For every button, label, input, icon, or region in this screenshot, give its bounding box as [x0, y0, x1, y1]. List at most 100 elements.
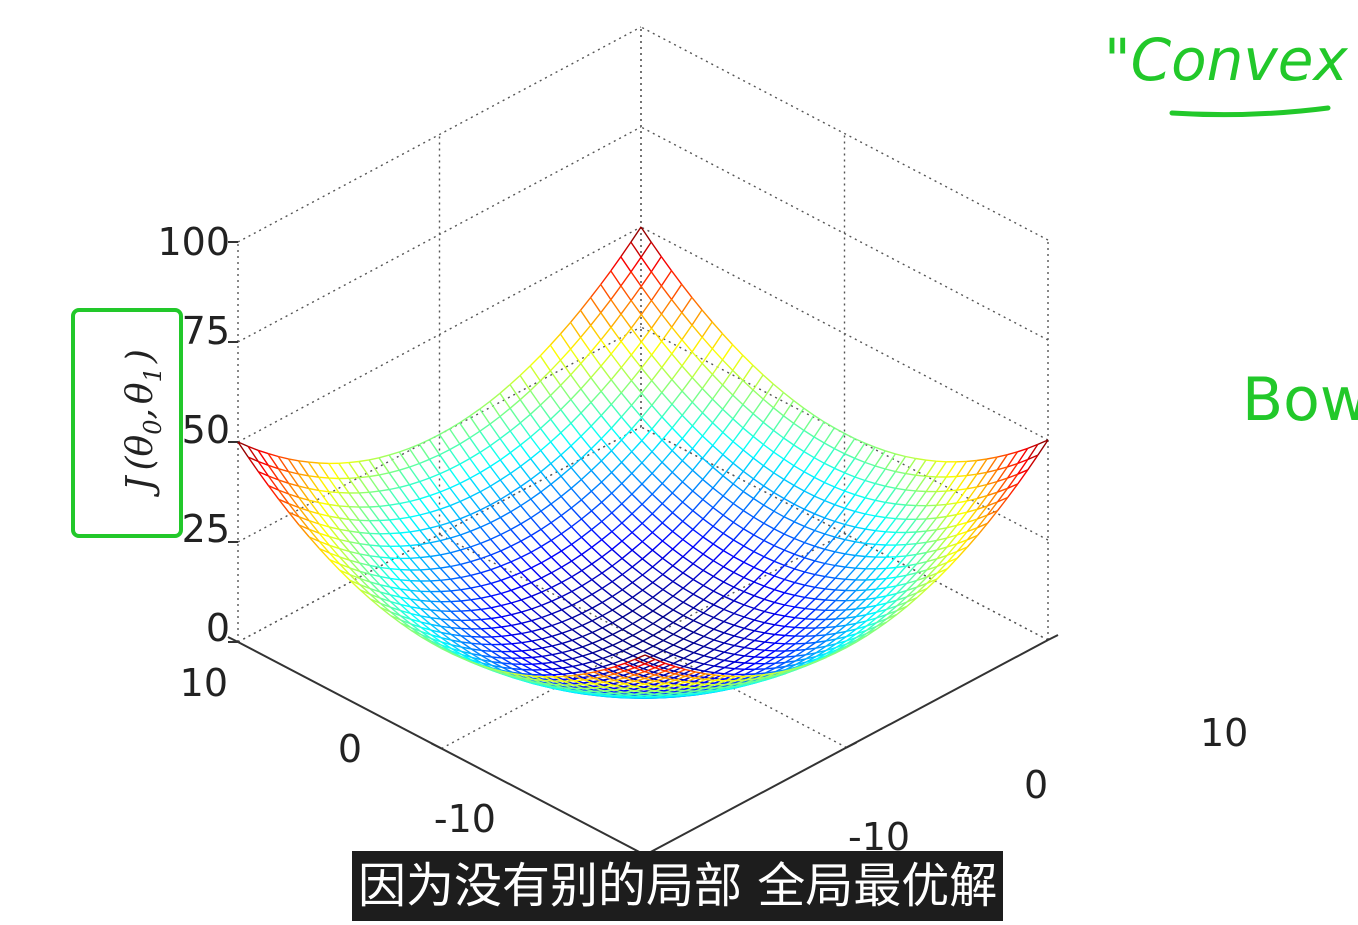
mesh-line: [1007, 462, 1018, 468]
mesh-line: [308, 528, 320, 534]
mesh-line: [784, 635, 796, 645]
mesh-line: [702, 478, 714, 489]
mesh-line: [359, 570, 371, 583]
mesh-line: [459, 443, 471, 459]
mesh-line: [318, 513, 330, 528]
mesh-line: [247, 446, 259, 462]
mesh-line: [896, 555, 907, 558]
mesh-line: [661, 503, 673, 514]
mesh-line: [674, 675, 686, 681]
mesh-line: [643, 671, 654, 677]
mesh-line: [368, 506, 380, 521]
mesh-line: [966, 473, 978, 490]
mesh-line: [683, 668, 695, 675]
mesh-line: [885, 516, 896, 520]
mesh-line: [490, 592, 502, 597]
mesh-line: [693, 676, 705, 683]
mesh-line: [631, 416, 643, 430]
mesh-line: [733, 637, 745, 647]
mesh-line: [541, 591, 553, 602]
mesh-line: [773, 516, 785, 530]
mesh-line: [702, 560, 714, 571]
mesh-line: [814, 513, 825, 519]
mesh-line: [916, 569, 927, 574]
mesh-line: [540, 539, 552, 548]
mesh-line: [470, 526, 481, 532]
mesh-line: [713, 666, 725, 674]
mesh-line: [572, 665, 583, 673]
mesh-line: [652, 623, 664, 630]
mesh-line: [581, 593, 593, 601]
mesh-line: [774, 643, 786, 652]
mesh-line: [681, 460, 694, 471]
mesh-line: [450, 627, 462, 630]
mesh-line: [583, 677, 595, 681]
mesh-line: [550, 384, 562, 396]
mesh-line: [670, 270, 683, 285]
mesh-line: [805, 647, 817, 656]
mesh-line: [772, 383, 784, 394]
mesh-line: [481, 617, 492, 621]
mesh-line: [835, 630, 847, 635]
mesh-line: [644, 677, 655, 682]
mesh-line: [590, 401, 602, 416]
mesh-line: [916, 561, 928, 574]
mesh-line: [521, 595, 532, 601]
mesh-line: [644, 685, 655, 690]
mesh-line: [459, 496, 471, 503]
mesh-line: [520, 572, 532, 584]
mesh-line: [593, 677, 605, 683]
mesh-line: [480, 597, 492, 609]
mesh-line: [308, 475, 319, 478]
z-tick-label: 0: [206, 606, 230, 650]
mesh-line: [624, 680, 635, 685]
mesh-line: [651, 428, 663, 441]
mesh-line: [368, 532, 381, 547]
mesh-line: [308, 488, 320, 504]
mesh-line: [614, 685, 625, 690]
mesh-line: [419, 458, 430, 465]
mesh-line: [601, 548, 613, 558]
mesh-line: [440, 578, 451, 581]
mesh-line: [631, 574, 643, 584]
mesh-line: [701, 348, 713, 364]
mesh-line: [661, 492, 673, 505]
mesh-line: [531, 604, 542, 610]
mesh-line: [644, 654, 656, 661]
mesh-line: [864, 465, 876, 481]
mesh-line: [664, 682, 676, 687]
mesh-line: [491, 656, 502, 659]
mesh-line: [773, 498, 785, 512]
mesh-line: [691, 324, 703, 338]
mesh-line: [257, 471, 270, 487]
mesh-line: [681, 312, 693, 326]
mesh-line: [510, 624, 523, 635]
mesh-line: [692, 518, 704, 530]
mesh-line: [865, 588, 877, 600]
mesh-line: [379, 575, 391, 580]
mesh-line: [369, 573, 381, 578]
mesh-line: [349, 574, 361, 586]
mesh-line: [379, 576, 391, 588]
mesh-line: [763, 465, 775, 474]
mesh-line: [845, 553, 856, 557]
mesh-line: [580, 377, 592, 390]
mesh-line: [651, 416, 663, 430]
mesh-line: [479, 472, 491, 487]
mesh-line: [724, 673, 735, 676]
mesh-line: [886, 585, 897, 589]
mesh-line: [389, 586, 401, 598]
mesh-line: [531, 656, 543, 665]
mesh-line: [996, 454, 1008, 458]
mesh-line: [834, 486, 846, 492]
mesh-line: [631, 483, 643, 495]
mesh-line: [439, 525, 451, 539]
mesh-line: [591, 546, 603, 558]
mesh-line: [834, 566, 846, 579]
mesh-line: [651, 366, 663, 382]
mesh-line: [825, 638, 837, 642]
mesh-line: [622, 645, 634, 652]
mesh-line: [440, 618, 452, 629]
mesh-line: [430, 623, 442, 627]
mesh-line: [733, 586, 745, 593]
